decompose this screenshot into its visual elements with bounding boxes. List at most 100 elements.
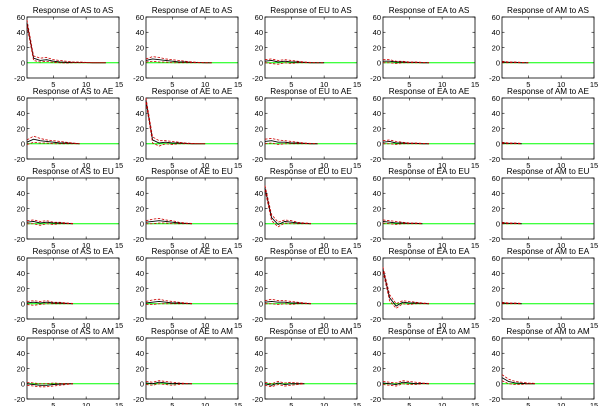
panel-title: Response of EU to EU bbox=[270, 167, 352, 176]
panel-title: Response of EA to AS bbox=[389, 6, 470, 15]
y-tick-label: 0 bbox=[21, 220, 25, 229]
x-tick-label: 15 bbox=[353, 401, 361, 406]
panel-17: Response of AE to EA -20 0 20 40 60 5 10 15 bbox=[133, 247, 242, 330]
x-tick-label: 10 bbox=[320, 80, 328, 89]
y-tick-label: 20 bbox=[255, 364, 263, 373]
response-line bbox=[26, 221, 74, 225]
y-tick-label: 0 bbox=[140, 220, 144, 229]
band-lower bbox=[145, 60, 212, 64]
x-tick-label: 15 bbox=[234, 321, 242, 330]
x-tick-label: 15 bbox=[353, 321, 361, 330]
band-lower bbox=[382, 271, 429, 309]
y-tick-label: 40 bbox=[17, 349, 25, 358]
y-tick-label: -20 bbox=[252, 235, 263, 244]
y-tick-label: 60 bbox=[136, 94, 144, 103]
x-tick-label: 10 bbox=[438, 241, 446, 250]
x-tick-label: 5 bbox=[170, 80, 174, 89]
y-tick-label: 20 bbox=[373, 364, 381, 373]
panel-16: Response of AS to EA -20 0 20 40 60 5 10 15 bbox=[14, 247, 123, 330]
y-tick-label: -20 bbox=[370, 155, 381, 164]
y-tick-label: 20 bbox=[255, 284, 263, 293]
y-tick-label: 60 bbox=[492, 334, 500, 343]
x-tick-label: 5 bbox=[289, 401, 293, 406]
band-lower bbox=[146, 222, 192, 225]
panel-12: Response of AE to EU -20 0 20 40 60 5 10 15 bbox=[133, 167, 242, 250]
y-tick-label: 40 bbox=[255, 28, 263, 37]
panel-11: Response of AS to EU -20 0 20 40 60 5 10 15 bbox=[14, 167, 123, 250]
plot-frame bbox=[145, 97, 239, 160]
y-tick-label: 60 bbox=[492, 94, 500, 103]
panel-8: Response of EU to AE -20 0 20 40 60 5 10 15 bbox=[252, 87, 361, 170]
y-tick-label: 0 bbox=[259, 300, 263, 309]
x-tick-label: 5 bbox=[526, 241, 530, 250]
panel-title: Response of AS to EA bbox=[32, 247, 114, 256]
panel-20: Response of AM to EA -20 0 20 40 60 5 10 15 bbox=[489, 247, 598, 330]
y-tick-label: 20 bbox=[136, 204, 144, 213]
x-tick-label: 10 bbox=[201, 161, 209, 170]
panel-title: Response of EA to AE bbox=[389, 87, 470, 96]
plot-frame bbox=[264, 257, 358, 320]
x-tick-label: 10 bbox=[201, 401, 209, 406]
y-tick-label: 0 bbox=[496, 220, 500, 229]
x-tick-label: 5 bbox=[51, 80, 55, 89]
x-tick-label: 15 bbox=[590, 241, 598, 250]
band-upper bbox=[264, 185, 312, 224]
y-tick-label: 20 bbox=[492, 43, 500, 52]
x-tick-label: 5 bbox=[289, 161, 293, 170]
y-tick-label: 0 bbox=[140, 380, 144, 389]
y-tick-label: -20 bbox=[252, 395, 263, 404]
panel-title: Response of AM to AS bbox=[507, 6, 589, 15]
y-tick-label: 0 bbox=[377, 220, 381, 229]
y-tick-label: 40 bbox=[373, 269, 381, 278]
plot-frame bbox=[501, 177, 595, 240]
plot-frame bbox=[26, 16, 120, 79]
x-tick-label: 15 bbox=[590, 321, 598, 330]
y-tick-label: 40 bbox=[136, 349, 144, 358]
panel-13: Response of EU to EU -20 0 20 40 60 5 10 15 bbox=[252, 167, 361, 250]
y-tick-label: 0 bbox=[259, 140, 263, 149]
panel-10: Response of AM to AE -20 0 20 40 60 5 10 15 bbox=[489, 87, 598, 170]
x-tick-label: 15 bbox=[353, 241, 361, 250]
panel-title: Response of EU to AS bbox=[270, 6, 352, 15]
panel-7: Response of AE to AE -20 0 20 40 60 5 10 15 bbox=[133, 87, 242, 170]
y-tick-label: 0 bbox=[496, 59, 500, 68]
y-tick-label: 20 bbox=[17, 204, 25, 213]
y-tick-label: 20 bbox=[492, 204, 500, 213]
response-line bbox=[26, 138, 80, 145]
band-lower bbox=[145, 102, 206, 147]
y-tick-label: 0 bbox=[496, 300, 500, 309]
x-tick-label: 5 bbox=[289, 321, 293, 330]
x-tick-label: 5 bbox=[407, 241, 411, 250]
y-tick-label: 60 bbox=[17, 254, 25, 263]
y-tick-label: -20 bbox=[489, 315, 500, 324]
y-tick-label: 20 bbox=[17, 124, 25, 133]
y-tick-label: 60 bbox=[373, 174, 381, 183]
plot-frame bbox=[264, 97, 358, 160]
response-line bbox=[382, 269, 430, 307]
panel-title: Response of EU to AM bbox=[270, 327, 353, 336]
plot-frame bbox=[145, 257, 239, 320]
band-upper bbox=[26, 135, 80, 145]
x-tick-label: 15 bbox=[234, 80, 242, 89]
band-upper bbox=[501, 141, 522, 144]
y-tick-label: 40 bbox=[492, 349, 500, 358]
band-upper bbox=[501, 221, 522, 224]
x-tick-label: 15 bbox=[353, 80, 361, 89]
panel-title: Response of AE to AM bbox=[151, 327, 233, 336]
x-tick-label: 15 bbox=[115, 80, 123, 89]
y-tick-label: -20 bbox=[370, 315, 381, 324]
panel-title: Response of AM to EU bbox=[507, 167, 590, 176]
y-tick-label: 40 bbox=[373, 349, 381, 358]
response-line bbox=[145, 220, 193, 225]
band-lower bbox=[264, 142, 318, 145]
x-tick-label: 10 bbox=[320, 241, 328, 250]
y-tick-label: 0 bbox=[377, 380, 381, 389]
x-tick-label: 10 bbox=[557, 401, 565, 406]
y-tick-label: 60 bbox=[373, 254, 381, 263]
y-tick-label: -20 bbox=[133, 315, 144, 324]
x-tick-label: 5 bbox=[407, 80, 411, 89]
y-tick-label: 60 bbox=[255, 334, 263, 343]
y-tick-label: 60 bbox=[373, 13, 381, 22]
y-tick-label: -20 bbox=[133, 155, 144, 164]
plot-frame bbox=[382, 177, 476, 240]
